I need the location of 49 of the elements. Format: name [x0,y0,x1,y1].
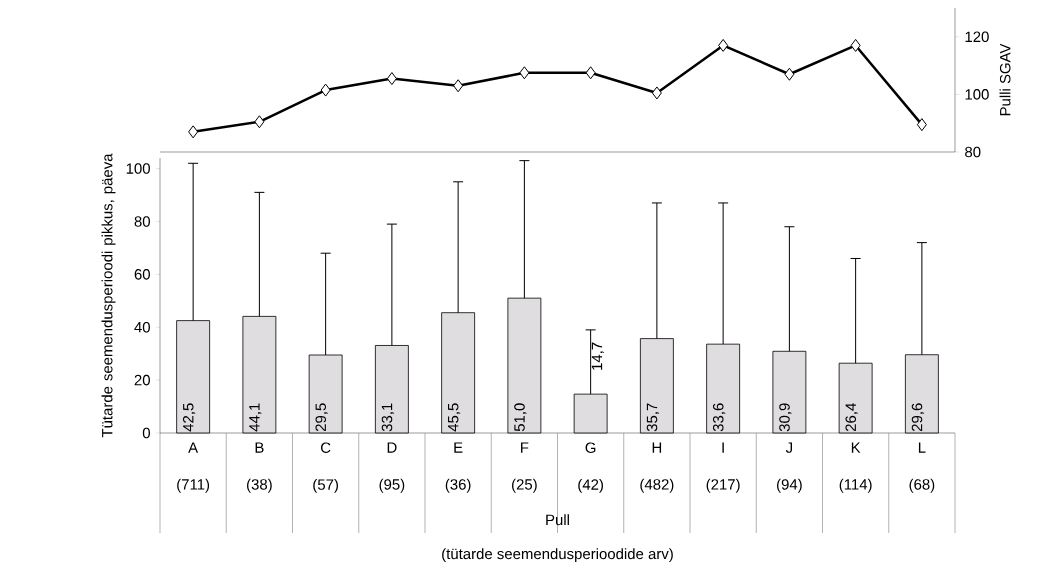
data-label: 33,6 [712,403,726,432]
y-tick-label: 60 [134,269,150,280]
data-label: 42,5 [182,403,196,432]
y-tick-label: 80 [134,216,150,227]
category-label: A (711) [177,442,210,493]
category-label: D (95) [379,442,405,493]
data-label: 26,4 [845,403,858,432]
data-label: 29,6 [911,403,925,432]
category-label: L (68) [909,442,935,493]
category-label: I (217) [706,442,740,493]
data-label: 44,1 [249,403,262,432]
data-label: 30,9 [779,403,792,432]
data-label: 29,5 [315,403,328,432]
category-label: C (57) [313,442,338,493]
category-label: B (38) [247,442,272,493]
point [519,66,530,80]
category-label: G (42) [578,442,603,493]
x-axis-title: Pull [546,514,569,526]
point [784,67,795,81]
point [386,72,397,86]
point [850,38,861,52]
y-tick-label: 40 [134,321,150,333]
point [718,38,729,52]
y-axis-title: Pulli SGAV [999,43,1011,116]
y-tick-label: 120 [965,31,989,43]
data-label: 45,5 [448,403,461,432]
y-tick-label: 100 [965,89,989,100]
category-label: E (36) [445,442,471,493]
point [453,79,464,93]
data-label: 35,7 [646,403,660,432]
point [916,118,927,132]
y-tick-label: 0 [142,427,150,439]
y-axis-title: Tütarde seemendusperioodi pikkus, päeva [101,153,116,438]
point [585,66,596,80]
category-label: H (482) [640,442,674,493]
category-label: F (25) [512,442,537,493]
point [320,83,331,97]
data-label: 51,0 [514,403,527,432]
point [254,115,265,129]
category-label: J (94) [777,442,802,493]
point [651,86,662,100]
y-tick-label: 80 [965,146,981,158]
y-tick-label: 100 [126,163,150,174]
category-label: K (114) [839,442,872,493]
y-tick-label: 20 [134,374,150,386]
data-label: 14,7 [591,342,605,370]
text: (tütarde seemendusperioodide arv) [442,548,673,563]
point [188,125,199,139]
data-label: 33,1 [381,403,395,432]
